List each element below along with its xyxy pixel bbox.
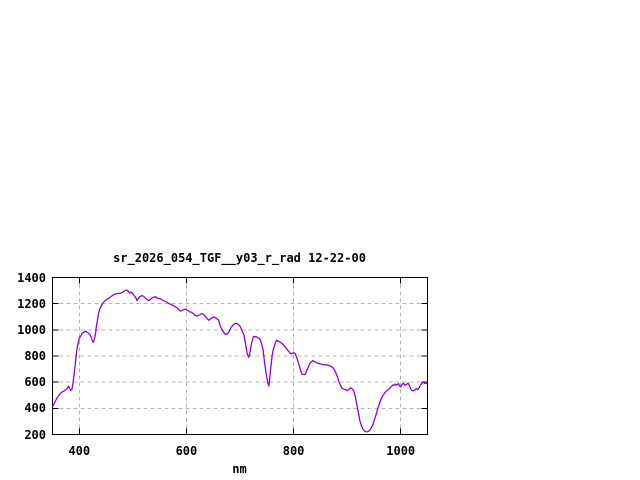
x-axis-label: nm — [232, 462, 247, 476]
x-tick-label: 800 — [282, 444, 305, 458]
y-tick-label: 800 — [24, 349, 46, 363]
y-tick-label: 200 — [24, 427, 46, 442]
y-tick-label: 1200 — [17, 296, 46, 311]
y-tick-label: 600 — [24, 375, 46, 390]
x-tick-label: 400 — [68, 444, 91, 458]
x-tick-label: 600 — [175, 444, 198, 458]
y-tick-label: 1400 — [17, 270, 46, 285]
spectrum-line — [51, 289, 428, 433]
chart-title: sr_2026_054_TGF__y03_r_rad 12-22-00 — [113, 251, 366, 265]
x-tick-label: 1000 — [386, 444, 416, 458]
y-tick-label: 1000 — [17, 322, 46, 337]
y-tick-label: 400 — [24, 401, 46, 416]
